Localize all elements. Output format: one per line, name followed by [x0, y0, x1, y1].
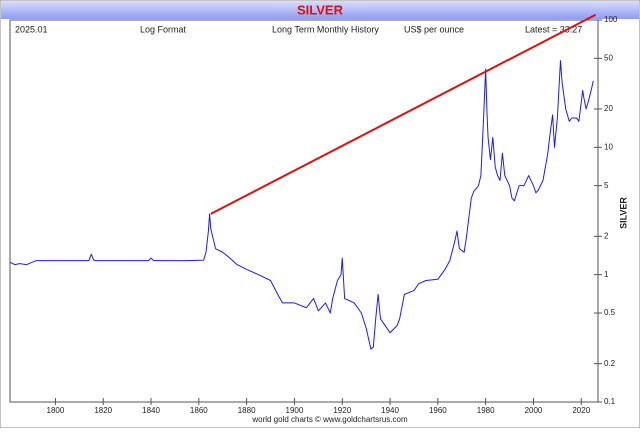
x-tick-label: 1900 [286, 406, 304, 415]
y-tick-label: 0.5 [604, 308, 616, 317]
x-tick-label: 2020 [572, 406, 590, 415]
x-tick-label: 1800 [47, 406, 65, 415]
y-tick-label: 100 [604, 15, 618, 24]
y-tick-label: 10 [604, 142, 613, 151]
x-tick-label: 1840 [142, 406, 160, 415]
plot-frame [9, 19, 599, 403]
y-tick-label: 1 [604, 270, 609, 279]
x-tick-label: 1960 [429, 406, 447, 415]
y-tick-label: 2 [604, 231, 609, 240]
header-bar [1, 1, 639, 19]
x-tick-label: 1880 [238, 406, 256, 415]
chart-title: SILVER [297, 2, 344, 17]
x-tick-label: 1860 [190, 406, 208, 415]
x-tick-label: 1980 [477, 406, 495, 415]
y-axis-label: SILVER [618, 197, 628, 229]
y-tick-label: 50 [604, 53, 613, 62]
x-tick-label: 1820 [94, 406, 112, 415]
x-tick-label: 1920 [333, 406, 351, 415]
y-tick-label: 5 [604, 181, 609, 190]
x-tick-label: 1940 [381, 406, 399, 415]
x-tick-label: 2000 [525, 406, 543, 415]
subtitle: Long Term Monthly History [272, 24, 379, 34]
series-line [210, 13, 597, 215]
y-tick-label: 20 [604, 104, 613, 113]
date-label: 2025.01 [15, 24, 48, 34]
source-note: world gold charts © www.goldchartsrus.co… [251, 415, 408, 424]
series-line [9, 60, 594, 350]
latest-label: Latest = 33.27 [525, 24, 582, 34]
y-tick-label: 0.2 [604, 359, 616, 368]
scale-note: Log Format [140, 24, 187, 34]
y-tick-label: 0.1 [604, 397, 616, 406]
units-label: US$ per ounce [404, 24, 464, 34]
